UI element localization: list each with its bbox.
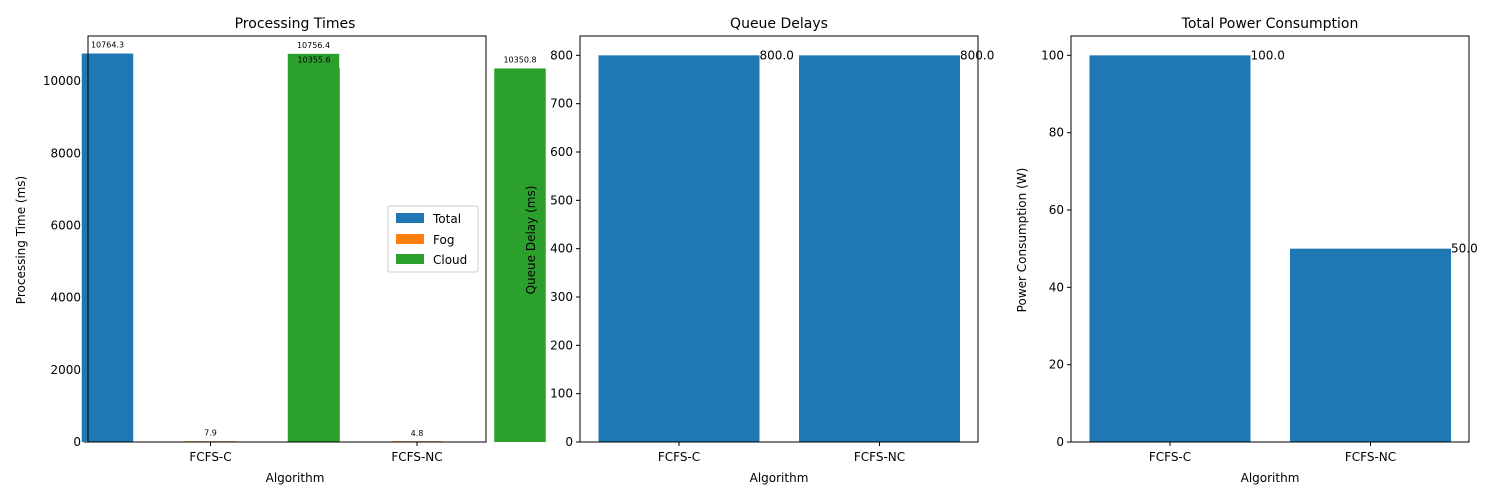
processing-times-cloud-value-label-fcfs-nc: 10350.8: [503, 55, 536, 64]
queue-delays-ylabel: Queue Delay (ms): [524, 186, 538, 295]
processing-times-ytick-label-10000: 10000: [43, 74, 81, 88]
queue-delays-bar-value-label-fcfs-c: 800.0: [760, 48, 794, 62]
processing-times-total-value-label-fcfs-c: 10764.3: [91, 41, 124, 50]
legend-swatch-fog: [396, 234, 424, 244]
power-consumption-x-ticks: FCFS-C FCFS-NC: [1149, 442, 1396, 464]
processing-times-fog-value-label-fcfs-nc: 4.8: [411, 429, 424, 438]
processing-times-cloud-bar-fcfs-nc: [494, 68, 546, 443]
queue-delays-ytick-label-100: 100: [550, 387, 573, 401]
processing-times-bar-labels: 10764.3 10355.6 7.9 4.8 10756.4 10350.8: [91, 41, 537, 438]
queue-delays-ytick-label-300: 300: [550, 290, 573, 304]
power-consumption-ytick-label-80: 80: [1049, 126, 1064, 140]
processing-times-total-bar-fcfs-c: [81, 53, 134, 442]
processing-times-xlabel: Algorithm: [266, 471, 325, 485]
power-consumption-bar-value-label-fcfs-nc: 50.0: [1451, 242, 1478, 256]
legend-label-fog: Fog: [433, 233, 454, 247]
processing-times-ytick-label-4000: 4000: [50, 291, 81, 305]
legend-label-total: Total: [432, 212, 461, 226]
power-consumption-chart: Total Power Consumption Algorithm Power …: [1015, 16, 1478, 485]
power-consumption-bar-bar-fcfs-nc: [1290, 248, 1451, 442]
queue-delays-bars: [598, 55, 960, 442]
power-consumption-y-ticks: 0 20 40 60 80 100: [1041, 48, 1071, 449]
queue-delays-ytick-label-0: 0: [565, 435, 573, 449]
processing-times-bars: [81, 53, 546, 443]
queue-delays-bar-labels: 800.0 800.0: [760, 48, 995, 62]
queue-delays-ytick-label-200: 200: [550, 338, 573, 352]
power-consumption-ytick-label-100: 100: [1041, 48, 1064, 62]
processing-times-ytick-label-0: 0: [73, 435, 81, 449]
processing-times-chart: Processing Times Algorithm Processing Ti…: [14, 16, 546, 485]
queue-delays-ytick-label-400: 400: [550, 242, 573, 256]
legend-swatch-cloud: [396, 254, 424, 264]
processing-times-xtick-label-fcfs-c: FCFS-C: [189, 450, 231, 464]
queue-delays-ytick-label-500: 500: [550, 193, 573, 207]
power-consumption-title: Total Power Consumption: [1181, 16, 1359, 32]
processing-times-title: Processing Times: [235, 16, 356, 32]
processing-times-ytick-label-2000: 2000: [50, 363, 81, 377]
power-consumption-xlabel: Algorithm: [1241, 471, 1300, 485]
power-consumption-bar-value-label-fcfs-c: 100.0: [1251, 48, 1285, 62]
queue-delays-ytick-label-700: 700: [550, 97, 573, 111]
power-consumption-ytick-label-60: 60: [1049, 203, 1064, 217]
processing-times-ylabel: Processing Time (ms): [14, 176, 28, 304]
power-consumption-ytick-label-0: 0: [1056, 435, 1064, 449]
queue-delays-xtick-label-fcfs-c: FCFS-C: [658, 450, 700, 464]
processing-times-x-ticks: FCFS-C FCFS-NC: [189, 442, 443, 464]
power-consumption-bar-bar-fcfs-c: [1089, 55, 1251, 442]
queue-delays-title: Queue Delays: [730, 16, 828, 32]
power-consumption-ytick-label-20: 20: [1049, 358, 1064, 372]
processing-times-cloud-value-label-fcfs-c: 10756.4: [297, 41, 330, 50]
processing-times-ytick-label-6000: 6000: [50, 218, 81, 232]
queue-delays-ytick-label-800: 800: [550, 48, 573, 62]
power-consumption-xtick-label-fcfs-nc: FCFS-NC: [1345, 450, 1396, 464]
queue-delays-ytick-label-600: 600: [550, 145, 573, 159]
processing-times-total-value-label-fcfs-nc: 10355.6: [297, 55, 330, 64]
queue-delays-x-ticks: FCFS-C FCFS-NC: [658, 442, 905, 464]
queue-delays-chart: Queue Delays Algorithm Queue Delay (ms) …: [524, 16, 994, 485]
queue-delays-bar-bar-fcfs-nc: [799, 55, 960, 442]
processing-times-fog-value-label-fcfs-c: 7.9: [204, 429, 217, 438]
queue-delays-xtick-label-fcfs-nc: FCFS-NC: [854, 450, 905, 464]
queue-delays-bar-value-label-fcfs-nc: 800.0: [960, 48, 994, 62]
power-consumption-bar-labels: 100.0 50.0: [1251, 48, 1478, 255]
processing-times-legend: Total Fog Cloud: [387, 205, 479, 273]
legend-swatch-total: [396, 213, 424, 223]
processing-times-ytick-label-8000: 8000: [50, 146, 81, 160]
power-consumption-plot-frame: [1070, 35, 1470, 443]
processing-times-plot-frame: [87, 35, 487, 443]
processing-times-xtick-label-fcfs-nc: FCFS-NC: [391, 450, 442, 464]
queue-delays-plot-frame: [579, 35, 979, 443]
queue-delays-y-ticks: 0 100 200 300 400 500 600 700 800: [550, 48, 580, 449]
power-consumption-ytick-label-40: 40: [1049, 280, 1064, 294]
power-consumption-ylabel: Power Consumption (W): [1015, 168, 1029, 313]
queue-delays-bar-bar-fcfs-c: [598, 55, 760, 442]
legend-label-cloud: Cloud: [433, 253, 467, 267]
processing-times-cloud-bar-fcfs-c: [287, 53, 340, 442]
power-consumption-xtick-label-fcfs-c: FCFS-C: [1149, 450, 1191, 464]
queue-delays-xlabel: Algorithm: [750, 471, 809, 485]
power-consumption-bars: [1089, 55, 1451, 442]
processing-times-y-ticks: 0 2000 4000 6000 8000 10000: [43, 74, 88, 449]
